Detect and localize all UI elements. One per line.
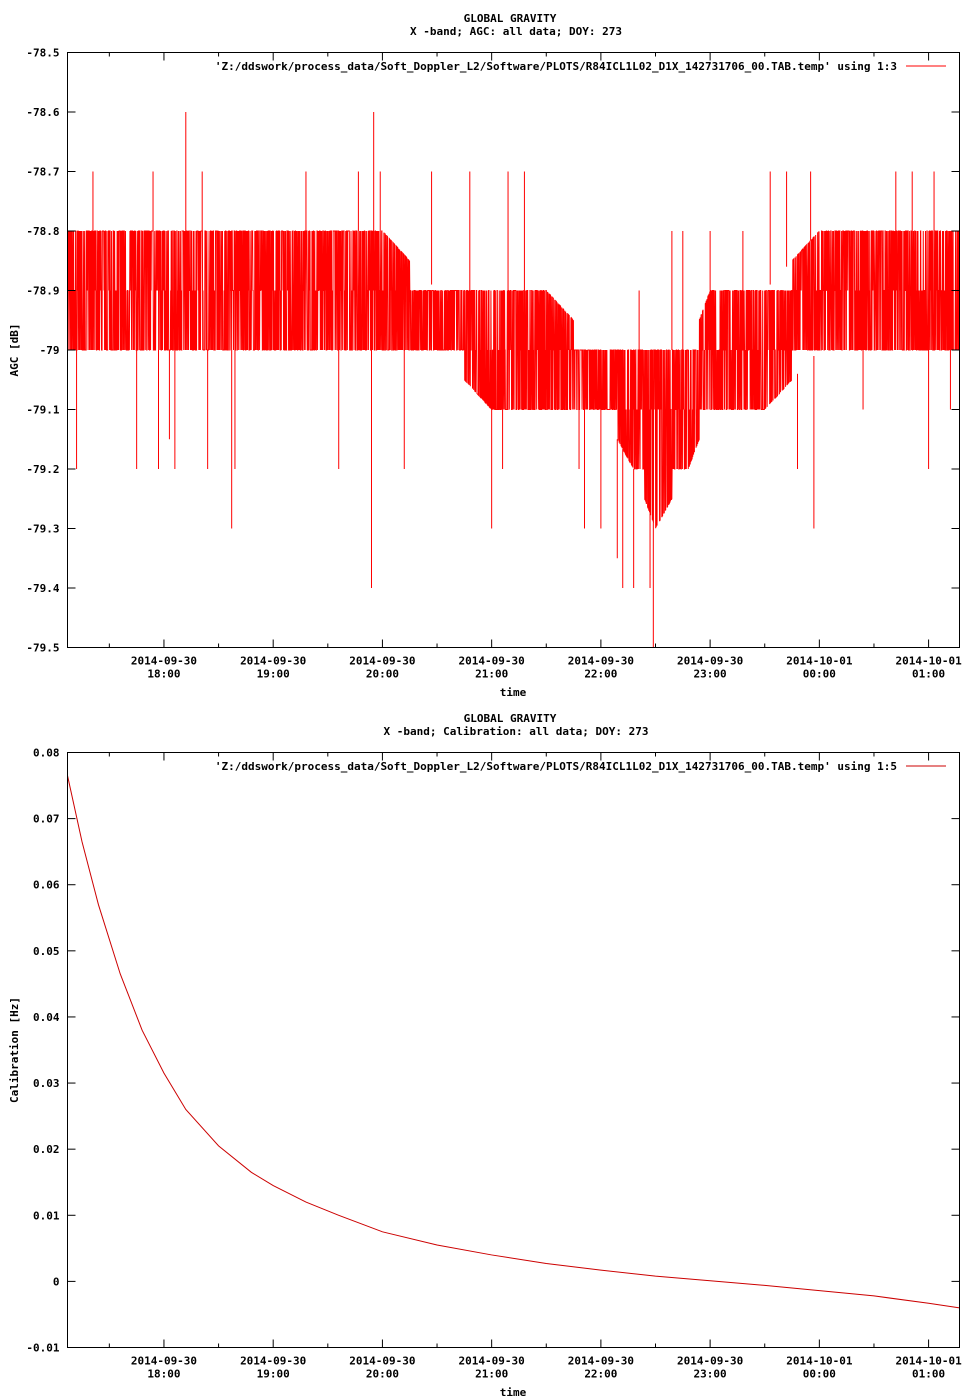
agc-plot-frame	[67, 52, 960, 648]
agc-y-tick-label: -79.5	[26, 642, 59, 655]
agc-y-tick-label: -78.7	[26, 166, 59, 179]
agc-y-axis-label: AGC [dB]	[8, 324, 21, 377]
calibration-x-tick-date: 2014-10-01	[786, 1355, 853, 1368]
calibration-y-axis-label: Calibration [Hz]	[8, 997, 21, 1103]
agc-x-tick-date: 2014-09-30	[349, 655, 415, 668]
calibration-y-tick-label: -0.01	[26, 1342, 59, 1355]
agc-y-tick-label: -78.9	[26, 285, 59, 298]
calibration-chart-subtitle: X -band; Calibration: all data; DOY: 273	[384, 725, 649, 738]
agc-y-tick-label: -78.5	[26, 47, 59, 60]
calibration-x-tick-time: 00:00	[803, 1368, 836, 1381]
agc-y-tick-label: -79.4	[26, 582, 59, 595]
calibration-x-tick-time: 20:00	[366, 1368, 399, 1381]
agc-x-tick-date: 2014-10-01	[786, 655, 853, 668]
agc-y-tick-label: -79	[40, 344, 60, 357]
agc-y-tick-label: -78.8	[26, 225, 59, 238]
agc-x-axis-label: time	[500, 686, 527, 699]
calibration-x-tick-time: 01:00	[912, 1368, 945, 1381]
agc-x-tick-time: 23:00	[694, 668, 727, 681]
calibration-y-tick-label: 0.07	[33, 813, 60, 826]
calibration-x-tick-date: 2014-10-01	[895, 1355, 962, 1368]
agc-chart-subtitle: X -band; AGC: all data; DOY: 273	[410, 25, 622, 38]
agc-x-tick-date: 2014-09-30	[459, 655, 525, 668]
calibration-x-tick-time: 23:00	[694, 1368, 727, 1381]
agc-ticks: -78.5 -78.6 -78.7 -78.8 -78.9 -79 -79.1 -79.2 -7…	[26, 47, 962, 681]
calibration-x-axis-label: time	[500, 1386, 527, 1399]
calibration-chart: GLOBAL GRAVITY X -band; Calibration: all…	[8, 712, 962, 1399]
agc-y-tick-label: -79.2	[26, 463, 59, 476]
agc-y-tick-label: -78.6	[26, 106, 59, 119]
agc-x-tick-time: 01:00	[912, 668, 945, 681]
agc-series-line	[67, 230, 960, 529]
calibration-x-tick-date: 2014-09-30	[677, 1355, 743, 1368]
agc-x-tick-date: 2014-09-30	[240, 655, 306, 668]
calibration-x-tick-date: 2014-09-30	[240, 1355, 306, 1368]
agc-x-tick-date: 2014-09-30	[131, 655, 197, 668]
agc-data-layer	[67, 112, 960, 648]
agc-chart-title: GLOBAL GRAVITY	[464, 12, 557, 25]
agc-x-tick-time: 20:00	[366, 668, 399, 681]
calibration-y-tick-label: 0.04	[33, 1011, 60, 1024]
calibration-x-tick-date: 2014-09-30	[459, 1355, 525, 1368]
agc-y-tick-label: -79.1	[26, 404, 59, 417]
agc-x-tick-time: 18:00	[147, 668, 180, 681]
calibration-legend-label: 'Z:/ddswork/process_data/Soft_Doppler_L2…	[215, 760, 897, 773]
calibration-ticks: 0.08 0.07 0.06 0.05 0.04 0.03 0.02 0.01 0 -0.01 20…	[26, 747, 962, 1381]
calibration-y-tick-label: 0.02	[33, 1143, 60, 1156]
calibration-plot-frame	[67, 752, 960, 1348]
calibration-data-layer	[67, 775, 960, 1309]
calibration-x-tick-date: 2014-09-30	[131, 1355, 197, 1368]
calibration-series-line	[67, 775, 960, 1309]
calibration-y-tick-label: 0	[53, 1275, 60, 1288]
calibration-chart-title: GLOBAL GRAVITY	[464, 712, 557, 725]
calibration-y-tick-label: 0.05	[33, 945, 60, 958]
agc-x-tick-date: 2014-09-30	[677, 655, 743, 668]
agc-legend-label: 'Z:/ddswork/process_data/Soft_Doppler_L2…	[215, 60, 897, 73]
agc-x-tick-time: 22:00	[584, 668, 617, 681]
agc-y-tick-label: -79.3	[26, 523, 59, 536]
calibration-y-tick-label: 0.08	[33, 747, 60, 760]
agc-x-tick-time: 19:00	[257, 668, 290, 681]
agc-x-tick-date: 2014-10-01	[895, 655, 962, 668]
calibration-x-tick-time: 19:00	[257, 1368, 290, 1381]
calibration-y-tick-label: 0.06	[33, 879, 60, 892]
calibration-y-tick-label: 0.01	[33, 1209, 60, 1222]
calibration-x-tick-time: 21:00	[475, 1368, 508, 1381]
agc-x-tick-date: 2014-09-30	[568, 655, 634, 668]
agc-x-tick-time: 00:00	[803, 668, 836, 681]
calibration-x-tick-time: 22:00	[584, 1368, 617, 1381]
agc-x-tick-time: 21:00	[475, 668, 508, 681]
calibration-x-tick-time: 18:00	[147, 1368, 180, 1381]
calibration-x-tick-date: 2014-09-30	[349, 1355, 415, 1368]
agc-chart: GLOBAL GRAVITY X -band; AGC: all data; D…	[8, 12, 962, 699]
calibration-x-tick-date: 2014-09-30	[568, 1355, 634, 1368]
calibration-y-tick-label: 0.03	[33, 1077, 60, 1090]
